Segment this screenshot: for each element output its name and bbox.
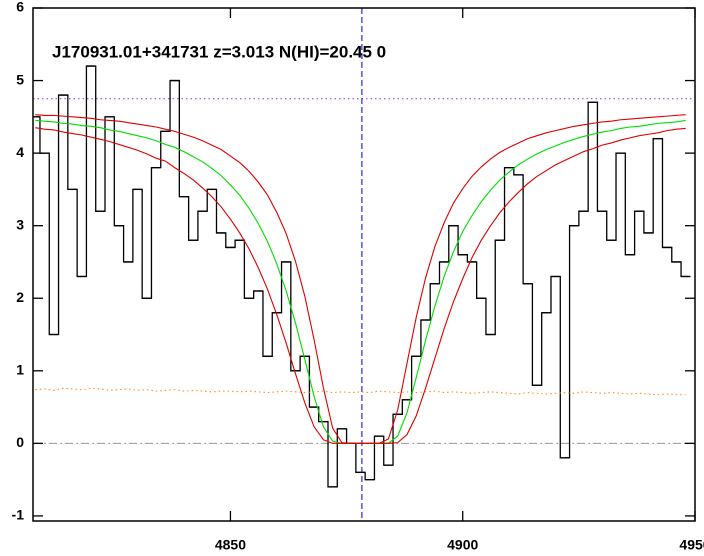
x-tick-label: 4850 [215, 537, 246, 553]
y-tick-label: -1 [12, 507, 25, 523]
flux-risers [33, 65, 691, 488]
x-tick-label: 4950 [679, 537, 704, 553]
x-tick-label: 4900 [447, 537, 478, 553]
y-tick-label: 0 [16, 434, 24, 450]
y-tick-label: 3 [16, 216, 24, 232]
plot-area [33, 8, 695, 521]
chart-title: J170931.01+341731 z=3.013 N(HI)=20.45 0 [52, 42, 386, 61]
y-tick-label: 4 [16, 144, 24, 160]
plot-frame [32, 7, 696, 522]
error-line [35, 387, 686, 396]
y-tick-label: 5 [16, 71, 24, 87]
y-tick-label: 6 [16, 0, 24, 15]
model-line [35, 127, 686, 444]
y-tick-label: 2 [16, 289, 24, 305]
y-tick-label: 1 [16, 362, 24, 378]
